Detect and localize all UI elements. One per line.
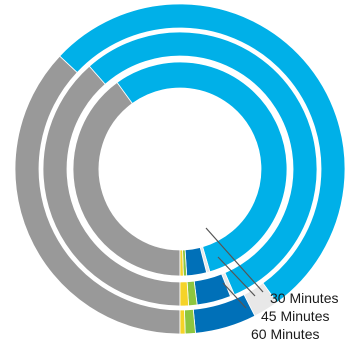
ring-1-slice-5 xyxy=(184,308,196,335)
leader-line-60 xyxy=(222,282,247,309)
ring-2-slice-2 xyxy=(88,31,318,296)
ring-labels: 30 Minutes 45 Minutes 60 Minutes xyxy=(205,227,338,342)
ring-2-slice-6 xyxy=(179,281,190,307)
label-60-minutes: 60 Minutes xyxy=(251,326,319,342)
leader-line-45 xyxy=(217,256,256,297)
ring-1-slice-2 xyxy=(59,3,346,304)
leader-line-30 xyxy=(205,227,264,293)
rings-layer xyxy=(14,3,346,335)
ring-1-slice-6 xyxy=(179,309,186,335)
ring-3-slice-6 xyxy=(179,249,184,277)
label-30-minutes: 30 Minutes xyxy=(270,290,338,306)
ring-3-slice-2 xyxy=(116,61,288,273)
label-45-minutes: 45 Minutes xyxy=(261,308,329,324)
